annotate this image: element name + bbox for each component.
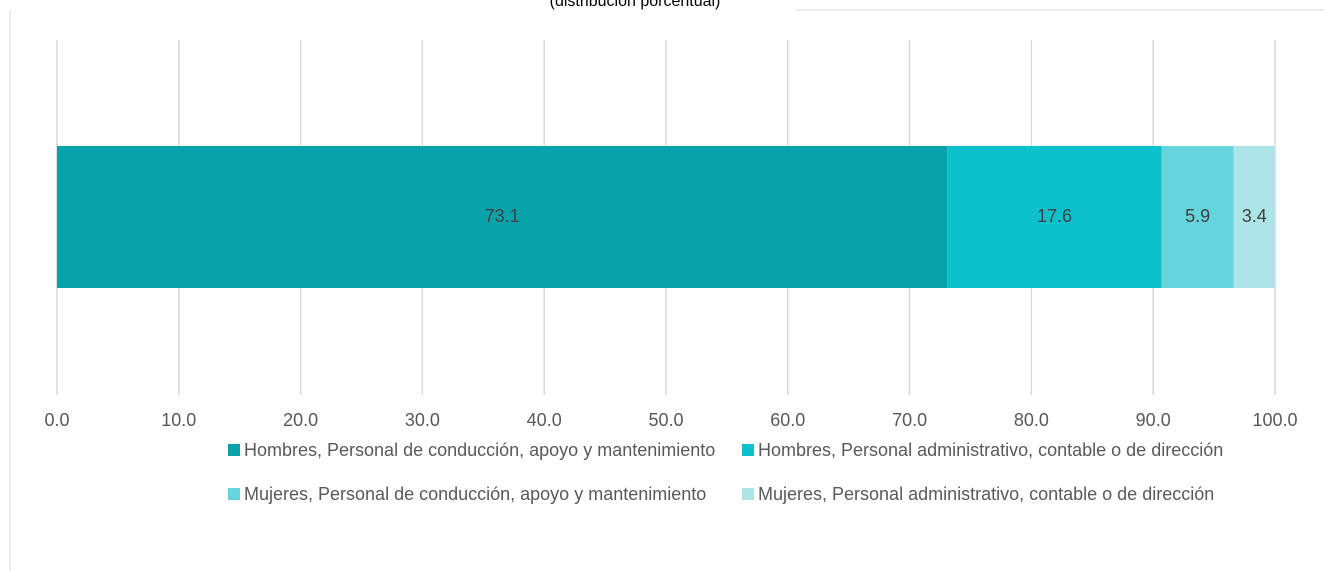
legend-label: Mujeres, Personal administrativo, contab… [758, 484, 1215, 504]
chart-subtitle: (distribución porcentual) [550, 0, 721, 10]
legend-item: Hombres, Personal administrativo, contab… [742, 440, 1242, 460]
x-tick-label: 20.0 [283, 410, 318, 430]
x-tick-label: 30.0 [405, 410, 440, 430]
legend-label: Hombres, Personal administrativo, contab… [758, 440, 1224, 460]
legend-label: Hombres, Personal de conducción, apoyo y… [244, 440, 716, 460]
data-label: 5.9 [1185, 206, 1210, 226]
data-label: 3.4 [1242, 206, 1267, 226]
data-label: 17.6 [1037, 206, 1072, 226]
data-label: 73.1 [485, 206, 520, 226]
bar-segment [1233, 146, 1275, 288]
bar-segment [1161, 146, 1234, 288]
x-tick-label: 60.0 [770, 410, 805, 430]
x-tick-label: 90.0 [1136, 410, 1171, 430]
legend-item: Mujeres, Personal administrativo, contab… [742, 484, 1242, 504]
x-tick-label: 10.0 [161, 410, 196, 430]
legend-swatch [228, 488, 240, 500]
legend-swatch [228, 444, 240, 456]
legend-label: Mujeres, Personal de conducción, apoyo y… [244, 484, 707, 504]
legend-item: Hombres, Personal de conducción, apoyo y… [228, 440, 728, 460]
legend-swatch [742, 444, 754, 456]
x-tick-label: 50.0 [648, 410, 683, 430]
legend-item: Mujeres, Personal de conducción, apoyo y… [228, 484, 728, 504]
bar-segment [57, 146, 948, 288]
x-tick-label: 80.0 [1014, 410, 1049, 430]
x-tick-label: 40.0 [527, 410, 562, 430]
bar-segment [947, 146, 1162, 288]
x-tick-label: 0.0 [44, 410, 69, 430]
legend-swatch [742, 488, 754, 500]
x-tick-label: 70.0 [892, 410, 927, 430]
x-tick-label: 100.0 [1252, 410, 1297, 430]
